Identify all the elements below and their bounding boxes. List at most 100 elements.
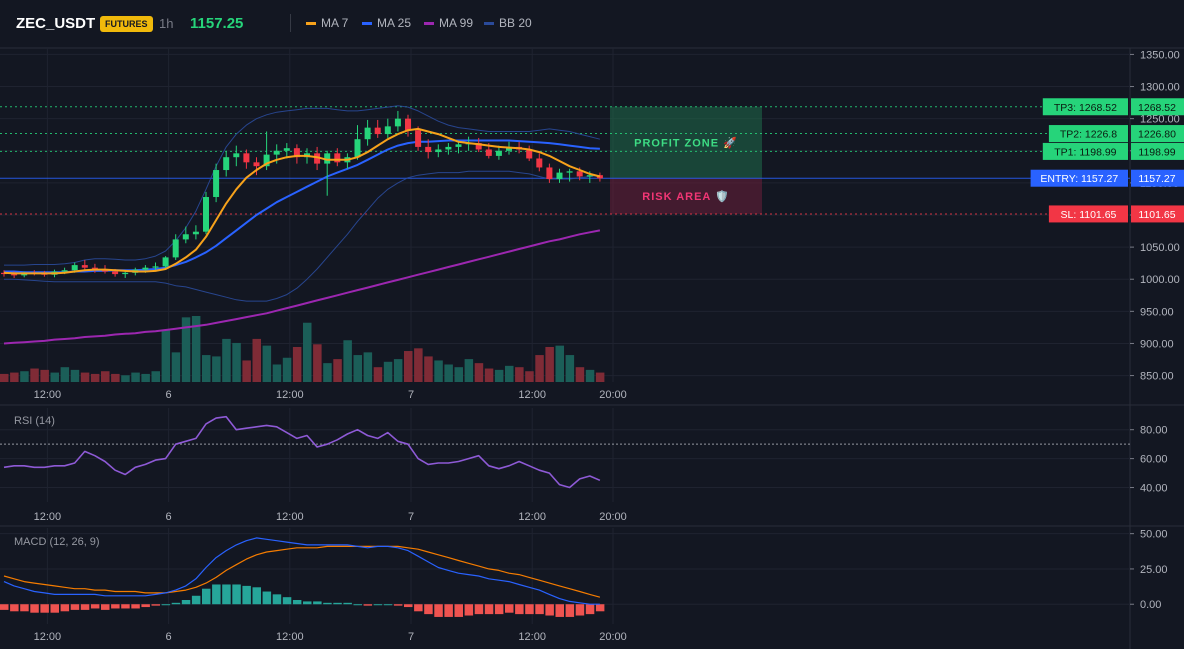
legend-ma99[interactable]: MA 99 [424, 16, 473, 30]
macd-histogram-bar [141, 604, 150, 608]
macd-histogram-bar [373, 604, 383, 606]
volume-bar [535, 355, 544, 382]
top-bar: ZEC_USDT FUTURES 1h 1157.25 MA 7 MA 25 M… [0, 0, 1184, 46]
candle-body [415, 130, 422, 147]
volume-bar [505, 365, 514, 382]
level-axis-text: 1157.27 [1138, 173, 1175, 185]
candle-body [233, 153, 240, 158]
macd-histogram-bar [515, 604, 524, 615]
macd-histogram-bar [393, 604, 403, 606]
volume-bar [434, 360, 443, 382]
x-tick-label: 12:00 [276, 631, 304, 643]
x-tick-label: 6 [166, 511, 172, 523]
candle-body [283, 148, 290, 151]
macd-histogram-bar [171, 602, 181, 605]
candle-body [475, 143, 482, 150]
volume-bar [343, 340, 352, 382]
volume-bar [80, 372, 90, 382]
volume-bar [585, 369, 595, 382]
candle-body [293, 148, 300, 158]
macd-histogram-bar [20, 604, 29, 612]
volume-bar [181, 317, 191, 382]
macd-histogram-bar [333, 602, 342, 605]
volume-bar [272, 364, 282, 382]
volume-bar [292, 346, 302, 382]
rsi-title: RSI (14) [14, 415, 55, 427]
legend-label: BB 20 [499, 16, 532, 30]
x-tick-label: 12:00 [276, 511, 304, 523]
risk-zone-label: RISK AREA 🛡️ [642, 190, 729, 203]
macd-histogram-bar [444, 604, 453, 617]
candle-body [71, 265, 78, 271]
macd-line [3, 537, 600, 605]
legend-bb20[interactable]: BB 20 [484, 16, 532, 30]
level-tag-text: TP3: 1268.52 [1054, 102, 1117, 114]
macd-histogram-bar [343, 602, 352, 605]
macd-histogram-bar [161, 604, 171, 606]
volume-bar [262, 345, 272, 382]
level-tag-sl [1048, 205, 1128, 223]
level-tag-tp3 [1042, 98, 1128, 116]
y-tick-label: 50.00 [1140, 529, 1168, 541]
volume-bar [161, 329, 171, 382]
volume-bar [565, 355, 575, 382]
macd-histogram-bar [10, 604, 19, 612]
volume-bar [404, 351, 413, 382]
candle-body [203, 197, 209, 232]
macd-histogram-bar [575, 604, 585, 616]
macd-histogram-bar [232, 584, 241, 605]
interval-selector[interactable]: 1h [159, 16, 174, 31]
level-axis-text: 1198.99 [1138, 146, 1175, 158]
volume-bar [353, 355, 362, 382]
volume-bar [454, 367, 463, 382]
volume-bar [444, 364, 453, 382]
volume-bar [242, 360, 251, 382]
candle-body [112, 271, 119, 275]
bb-lower-line [4, 170, 600, 302]
candle-body [152, 266, 159, 268]
volume-bar [50, 372, 59, 382]
volume-bar [202, 355, 211, 382]
macd-histogram-bar [505, 604, 514, 613]
volume-bar [555, 345, 564, 382]
candle-body [142, 267, 149, 270]
candle-body [213, 170, 220, 198]
volume-bar [545, 346, 554, 382]
macd-histogram-bar [535, 604, 544, 615]
candle-body [354, 139, 361, 158]
volume-bar [373, 367, 383, 382]
x-tick-label: 20:00 [599, 389, 627, 401]
macd-signal-line [3, 545, 601, 598]
macd-histogram-bar [202, 588, 211, 605]
macd-histogram-bar [454, 604, 463, 617]
candle-body [445, 146, 452, 150]
candle-body [435, 149, 442, 153]
volume-bar [191, 316, 201, 382]
macd-histogram-bar [222, 584, 231, 605]
futures-badge: FUTURES [100, 16, 153, 32]
legend-swatch [424, 21, 434, 25]
volume-bar [60, 367, 70, 382]
last-price: 1157.25 [190, 15, 244, 32]
profit-zone [610, 106, 762, 179]
y-tick-label: 900.00 [1140, 338, 1174, 350]
x-tick-label: 6 [166, 631, 172, 643]
volume-bar [595, 372, 605, 382]
candle-body [364, 127, 371, 140]
macd-histogram-bar [494, 604, 504, 615]
candle-body [172, 239, 179, 258]
macd-title: MACD (12, 26, 9) [14, 536, 100, 548]
ma99-line [3, 229, 601, 345]
legend-ma25[interactable]: MA 25 [362, 16, 411, 30]
x-tick-label: 7 [408, 389, 414, 401]
volume-bar [212, 356, 221, 382]
macd-histogram-bar [404, 604, 413, 608]
x-tick-label: 6 [166, 389, 172, 401]
symbol-name[interactable]: ZEC_USDT [16, 15, 96, 32]
volume-bar [303, 322, 312, 382]
legend-label: MA 7 [321, 16, 349, 30]
macd-histogram-bar [121, 604, 130, 609]
volume-bar [515, 367, 524, 382]
legend-ma7[interactable]: MA 7 [306, 16, 348, 30]
